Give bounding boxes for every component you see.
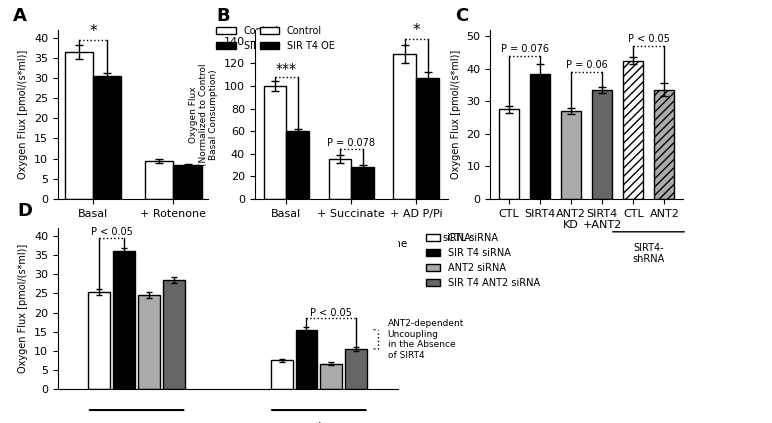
Bar: [174, 165, 201, 199]
Bar: [320, 363, 342, 389]
Bar: [263, 86, 286, 199]
Legend: CTL siRNA, SIR T4 siRNA, ANT2 siRNA, SIR T4 ANT2 siRNA: CTL siRNA, SIR T4 siRNA, ANT2 siRNA, SIR…: [425, 233, 540, 288]
Text: P = 0.076: P = 0.076: [500, 44, 549, 54]
Y-axis label: Oxygen Flux [pmol/(s*ml)]: Oxygen Flux [pmol/(s*ml)]: [19, 244, 29, 374]
Bar: [145, 161, 174, 199]
Y-axis label: Oxygen Flux [pmol/(s*ml)]: Oxygen Flux [pmol/(s*ml)]: [451, 49, 461, 179]
Bar: [113, 251, 135, 389]
Bar: [345, 349, 367, 389]
Text: A: A: [12, 7, 26, 25]
Text: *: *: [89, 24, 96, 39]
Text: SIRT4-
shRNA: SIRT4- shRNA: [632, 243, 665, 264]
Text: +: +: [313, 420, 325, 423]
Bar: [286, 131, 309, 199]
Bar: [65, 52, 93, 199]
Text: *: *: [412, 22, 420, 38]
Legend: Control, SIR T4 OE: Control, SIR T4 OE: [259, 26, 335, 51]
Bar: [416, 78, 439, 199]
Bar: [394, 55, 416, 199]
Bar: [654, 90, 675, 199]
Bar: [623, 60, 643, 199]
Text: + Digitonin/Rotenone: + Digitonin/Rotenone: [295, 239, 408, 250]
Text: P = 0.078: P = 0.078: [327, 138, 375, 148]
Bar: [163, 280, 185, 389]
Bar: [138, 295, 160, 389]
Text: –: –: [133, 420, 141, 423]
Legend: Control, SIR T4 OE: Control, SIR T4 OE: [216, 26, 291, 51]
Text: P < 0.05: P < 0.05: [628, 34, 670, 44]
Text: B: B: [216, 7, 230, 25]
Text: ANT2-dependent
Uncoupling
in the Absence
of SIRT4: ANT2-dependent Uncoupling in the Absence…: [388, 319, 464, 360]
Text: siRNA:: siRNA:: [443, 233, 475, 243]
Bar: [88, 291, 110, 389]
Y-axis label: Oxygen Flux
(Normalized to Control
Basal Consumption): Oxygen Flux (Normalized to Control Basal…: [188, 63, 218, 165]
Bar: [296, 330, 317, 389]
Text: P = 0.06: P = 0.06: [566, 60, 608, 70]
Bar: [271, 360, 293, 389]
Text: D: D: [17, 202, 32, 220]
Bar: [592, 90, 612, 199]
Bar: [351, 167, 374, 199]
Bar: [530, 74, 550, 199]
Bar: [499, 109, 520, 199]
Text: P < 0.05: P < 0.05: [310, 308, 352, 318]
Text: ***: ***: [276, 62, 296, 76]
Bar: [329, 159, 351, 199]
Bar: [93, 76, 121, 199]
Text: C: C: [455, 7, 469, 25]
Bar: [561, 111, 581, 199]
Text: P < 0.05: P < 0.05: [91, 227, 133, 237]
Y-axis label: Oxygen Flux [pmol/(s*ml)]: Oxygen Flux [pmol/(s*ml)]: [19, 49, 29, 179]
